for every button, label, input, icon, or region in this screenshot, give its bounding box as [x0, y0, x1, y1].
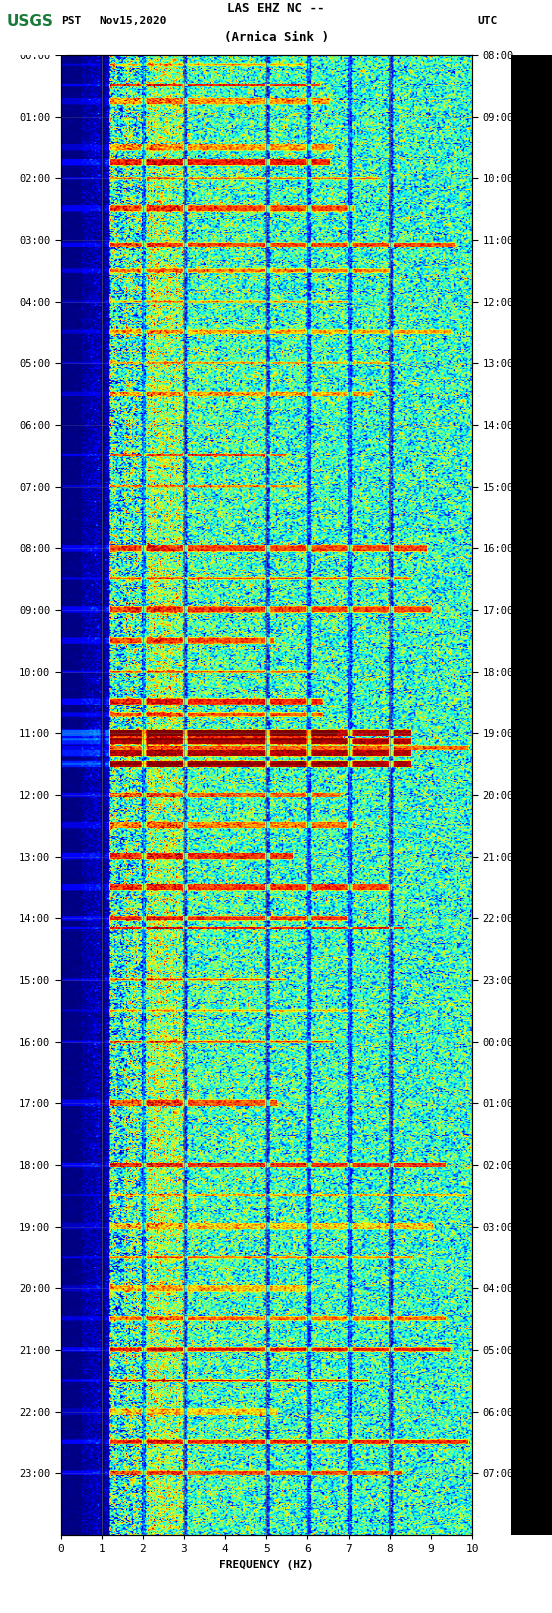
Text: LAS EHZ NC --: LAS EHZ NC --: [227, 2, 325, 15]
Text: UTC: UTC: [477, 16, 498, 26]
Text: PST: PST: [61, 16, 81, 26]
X-axis label: FREQUENCY (HZ): FREQUENCY (HZ): [219, 1560, 314, 1569]
Text: Nov15,2020: Nov15,2020: [99, 16, 167, 26]
Text: (Arnica Sink ): (Arnica Sink ): [224, 31, 328, 44]
Text: USGS: USGS: [7, 15, 54, 29]
